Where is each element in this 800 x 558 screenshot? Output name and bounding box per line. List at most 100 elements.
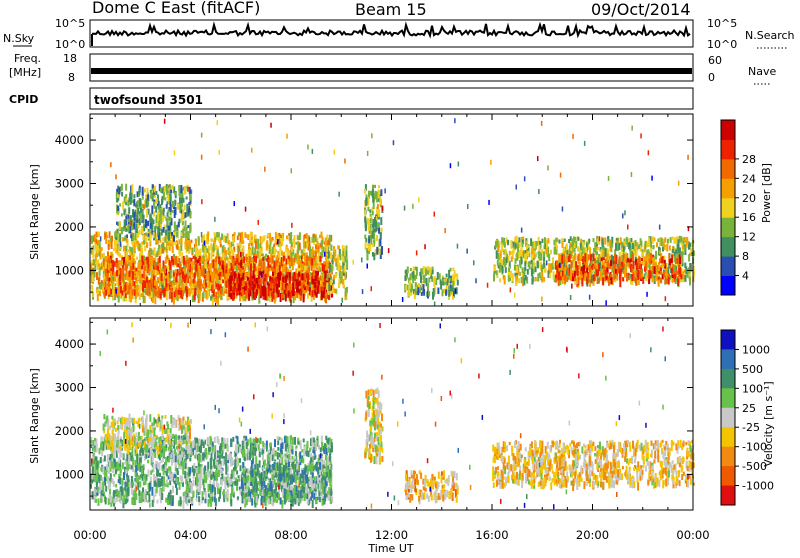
echo-cell xyxy=(333,279,335,284)
echo-cell xyxy=(148,233,150,237)
echo-cell xyxy=(466,249,468,254)
echo-cell xyxy=(318,266,320,271)
echo-cell xyxy=(221,296,223,301)
echo-cell xyxy=(648,239,650,247)
echo-cell xyxy=(648,150,650,155)
echo-cell xyxy=(514,293,516,298)
echo-cell xyxy=(250,232,252,237)
echo-cell xyxy=(570,295,572,300)
echo-cell xyxy=(265,276,267,282)
echo-cell xyxy=(505,249,507,257)
echo-cell xyxy=(333,288,335,293)
echo-cell xyxy=(326,245,328,252)
echo-cell xyxy=(126,198,128,202)
echo-cell xyxy=(262,257,264,261)
echo-cell xyxy=(454,270,456,278)
echo-cell xyxy=(287,286,289,292)
echo-cell xyxy=(265,266,267,273)
echo-cell xyxy=(330,253,332,260)
echo-cell xyxy=(507,240,509,245)
echo-cell xyxy=(233,286,235,293)
echo-cell xyxy=(572,238,574,245)
echo-cell xyxy=(318,281,320,285)
echo-cell xyxy=(133,194,135,198)
echo-cell xyxy=(211,252,213,260)
echo-cell xyxy=(231,242,233,247)
echo-cell xyxy=(651,176,653,181)
echo-cell xyxy=(183,198,185,203)
echo-cell xyxy=(266,240,268,248)
echo-cell xyxy=(597,278,599,284)
echo-cell xyxy=(113,283,115,289)
echo-cell xyxy=(337,245,339,249)
echo-cell xyxy=(125,194,127,198)
echo-cell xyxy=(151,257,153,265)
echo-cell xyxy=(617,266,619,274)
echo-cell xyxy=(420,276,422,283)
echo-cell xyxy=(611,243,613,247)
echo-cell xyxy=(130,221,132,226)
echo-cell xyxy=(666,278,668,284)
echo-cell xyxy=(683,237,685,241)
echo-cell xyxy=(334,249,336,256)
echo-cell xyxy=(457,244,459,249)
echo-cell xyxy=(283,264,285,273)
echo-cell xyxy=(640,133,642,138)
echo-cell xyxy=(632,253,634,261)
echo-cell xyxy=(181,238,183,245)
echo-cell xyxy=(553,271,555,279)
echo-cell xyxy=(330,280,332,286)
echo-cell xyxy=(248,272,250,277)
echo-cell xyxy=(544,269,546,273)
echo-cell xyxy=(152,184,154,188)
echo-cell xyxy=(271,283,273,288)
echo-cell xyxy=(143,296,145,303)
echo-cell xyxy=(538,189,540,194)
echo-cell xyxy=(156,234,158,239)
echo-cell xyxy=(524,176,526,181)
echo-cell xyxy=(620,268,622,272)
echo-cell xyxy=(154,296,156,305)
echo-cell xyxy=(625,265,627,274)
echo-cell xyxy=(416,270,418,276)
echo-cell xyxy=(113,272,115,276)
echo-cell xyxy=(534,241,536,249)
echo-cell xyxy=(521,242,523,247)
echo-cell xyxy=(191,258,193,262)
echo-cell xyxy=(302,273,304,280)
echo-cell xyxy=(92,252,94,258)
echo-cell xyxy=(608,261,610,269)
echo-cell xyxy=(521,248,523,256)
echo-cell xyxy=(304,272,306,280)
echo-cell xyxy=(276,255,278,260)
echo-cell xyxy=(156,281,158,285)
echo-cell xyxy=(266,288,268,293)
echo-cell xyxy=(304,262,306,265)
echo-cell xyxy=(125,229,127,232)
echo-cell xyxy=(298,272,300,277)
echo-cell xyxy=(186,241,188,250)
echo-cell xyxy=(96,272,98,280)
echo-cell xyxy=(115,230,117,237)
echo-cell xyxy=(649,271,651,279)
echo-cell xyxy=(145,260,147,266)
echo-cell xyxy=(172,185,174,189)
echo-cell xyxy=(687,155,689,160)
echo-cell xyxy=(531,263,533,269)
echo-cell xyxy=(128,256,130,263)
echo-cell xyxy=(193,256,195,259)
echo-cell xyxy=(179,277,181,284)
echo-cell xyxy=(179,268,181,273)
echo-cell xyxy=(631,274,633,281)
echo-cell xyxy=(185,221,187,227)
echo-cell xyxy=(161,229,163,236)
echo-cell xyxy=(578,254,580,261)
echo-cell xyxy=(374,185,376,188)
echo-cell xyxy=(344,265,346,273)
echo-cell xyxy=(329,273,331,278)
echo-cell xyxy=(142,187,144,196)
echo-cell xyxy=(219,150,221,155)
echo-cell xyxy=(291,258,293,266)
